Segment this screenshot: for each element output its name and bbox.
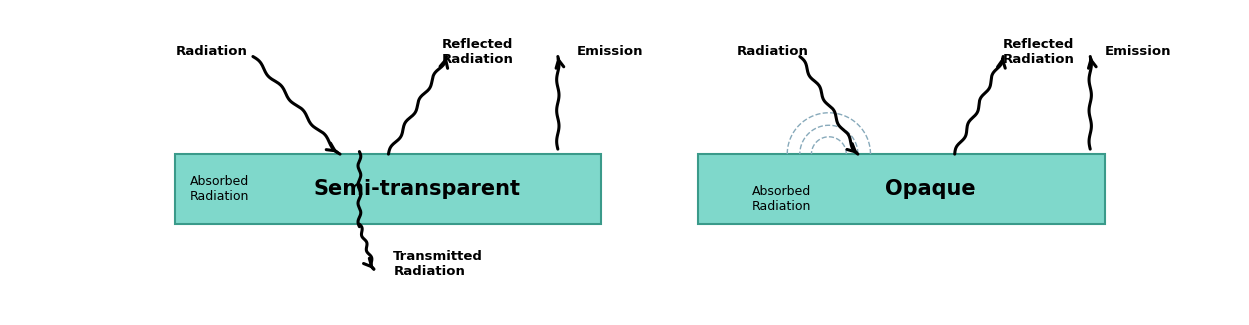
Text: Emission: Emission (577, 45, 643, 58)
Text: Reflected
Radiation: Reflected Radiation (1003, 37, 1075, 66)
Text: Radiation: Radiation (737, 45, 809, 58)
Text: Reflected
Radiation: Reflected Radiation (442, 37, 513, 66)
Bar (698, 154, 1105, 224)
Text: Radiation: Radiation (175, 45, 247, 58)
Text: Absorbed
Radiation: Absorbed Radiation (190, 175, 250, 203)
Text: Transmitted
Radiation: Transmitted Radiation (393, 250, 483, 278)
Text: Semi-transparent: Semi-transparent (313, 179, 521, 199)
Text: Absorbed
Radiation: Absorbed Radiation (752, 185, 811, 213)
Text: Emission: Emission (1105, 45, 1172, 58)
Text: Opaque: Opaque (886, 179, 975, 199)
Bar (175, 154, 602, 224)
